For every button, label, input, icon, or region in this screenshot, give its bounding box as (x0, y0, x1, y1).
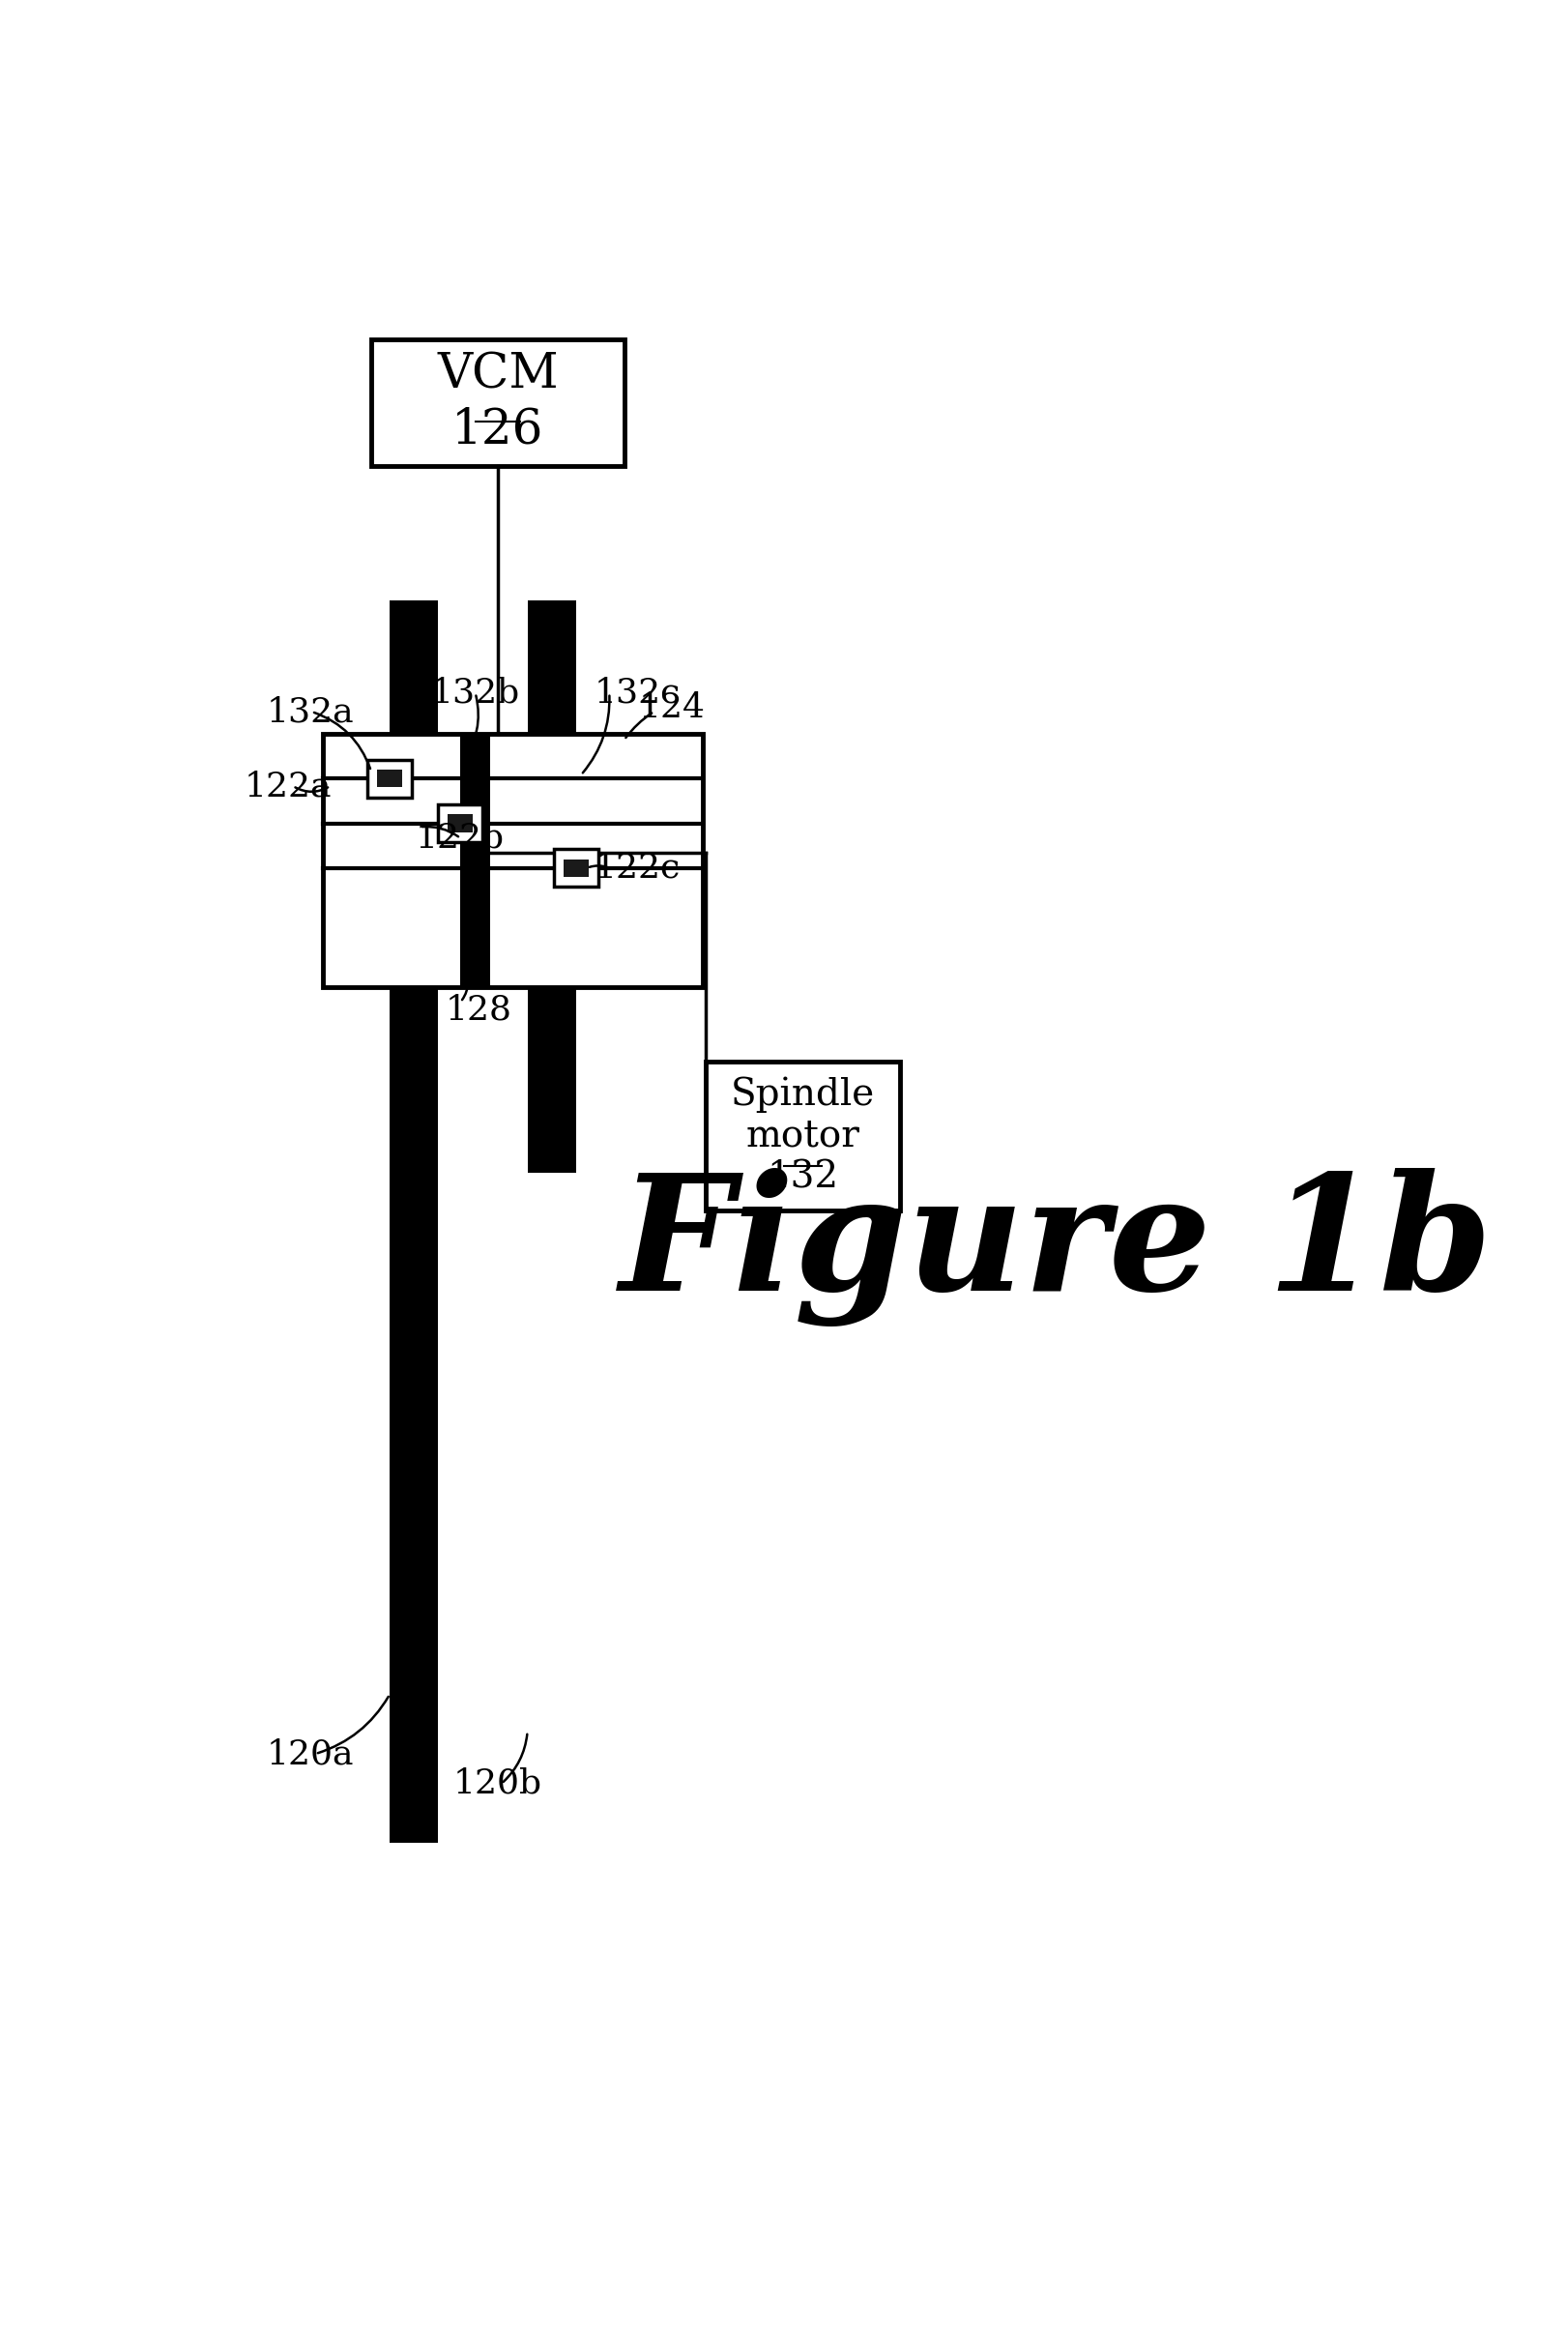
Bar (563, 858, 588, 877)
Text: 122a: 122a (245, 770, 332, 802)
Text: VCM
126: VCM 126 (437, 352, 558, 455)
Bar (527, 599, 575, 735)
Text: 128: 128 (445, 993, 513, 1026)
Text: 132a: 132a (267, 695, 354, 728)
Bar (527, 979, 575, 1173)
Bar (461, 735, 491, 986)
Text: 122c: 122c (594, 851, 681, 884)
Text: 120a: 120a (267, 1737, 354, 1770)
Bar (706, 1061, 900, 1210)
Bar (554, 849, 597, 886)
Text: 132b: 132b (431, 676, 521, 709)
Text: 120b: 120b (453, 1768, 543, 1800)
Text: 124: 124 (640, 693, 706, 725)
Text: 122b: 122b (416, 821, 505, 854)
Bar (323, 735, 702, 986)
Bar (437, 805, 483, 842)
Bar (378, 770, 403, 788)
Text: 132c: 132c (594, 676, 681, 709)
Bar (390, 599, 437, 735)
Bar (367, 760, 412, 798)
Bar (372, 340, 624, 466)
Bar (390, 979, 437, 1842)
Bar (448, 814, 474, 833)
Text: Spindle
motor
132: Spindle motor 132 (731, 1077, 875, 1196)
Text: Figure 1b: Figure 1b (619, 1168, 1493, 1327)
